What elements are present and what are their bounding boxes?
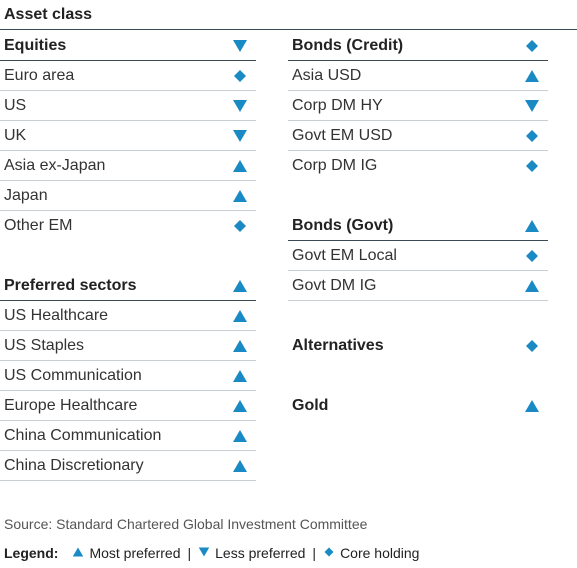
table-row: UK (0, 121, 256, 151)
up-triangle-icon (232, 188, 248, 204)
left-column: Equities Euro area US UK Asia ex-Japan J… (0, 31, 256, 481)
row-label: China Communication (4, 426, 162, 444)
table-row: Asia USD (288, 61, 548, 91)
legend-separator: | (187, 545, 192, 561)
row-label: US Staples (4, 336, 85, 354)
govt-header-row: Bonds (Govt) (288, 211, 548, 241)
diamond-icon (524, 248, 540, 264)
diamond-icon (524, 338, 540, 354)
row-label: Asia USD (292, 66, 362, 84)
table-row: Corp DM IG (288, 151, 548, 181)
alternatives-label: Alternatives (292, 337, 384, 354)
row-label: Other EM (4, 217, 73, 234)
row-label: Corp DM IG (292, 157, 378, 174)
credit-header: Bonds (Credit) (292, 36, 404, 54)
equities-header: Equities (4, 36, 67, 54)
title-divider (0, 29, 577, 30)
down-triangle-icon (524, 98, 540, 114)
row-label: Europe Healthcare (4, 396, 138, 414)
alternatives-row: Alternatives (288, 331, 548, 361)
legend-label: Less preferred (215, 545, 306, 561)
table-row: US Staples (0, 331, 256, 361)
row-label: Govt EM Local (292, 246, 397, 264)
legend: Legend: Most preferred | Less preferred … (4, 545, 419, 561)
equities-header-row: Equities (0, 31, 256, 61)
legend-item-most-preferred: Most preferred (72, 545, 181, 561)
row-label: Corp DM HY (292, 96, 383, 114)
row-label: Asia ex-Japan (4, 156, 106, 174)
row-label: US (4, 96, 27, 114)
up-triangle-icon (524, 398, 540, 414)
table-row: Japan (0, 181, 256, 211)
table-row: Govt DM IG (288, 271, 548, 301)
diamond-icon (524, 128, 540, 144)
up-triangle-icon (232, 278, 248, 294)
down-triangle-icon (232, 98, 248, 114)
page-title: Asset class (4, 6, 93, 23)
spacer (288, 181, 548, 211)
table-row: China Discretionary (0, 451, 256, 481)
diamond-icon (524, 38, 540, 54)
govt-header: Bonds (Govt) (292, 216, 394, 234)
table-row: Govt EM USD (288, 121, 548, 151)
up-triangle-icon (524, 68, 540, 84)
table-row: Corp DM HY (288, 91, 548, 121)
legend-title: Legend: (4, 545, 59, 561)
gold-label: Gold (292, 397, 329, 414)
up-triangle-icon (232, 338, 248, 354)
up-triangle-icon (524, 218, 540, 234)
table-row: Asia ex-Japan (0, 151, 256, 181)
sectors-header-row: Preferred sectors (0, 271, 256, 301)
down-triangle-icon (232, 38, 248, 54)
source-note: Source: Standard Chartered Global Invest… (4, 516, 368, 532)
up-triangle-icon (232, 308, 248, 324)
legend-label: Most preferred (89, 545, 181, 561)
up-triangle-icon (232, 368, 248, 384)
credit-header-row: Bonds (Credit) (288, 31, 548, 61)
row-label: UK (4, 126, 27, 144)
spacer (288, 301, 548, 331)
row-label: Govt EM USD (292, 126, 393, 144)
table-row: Other EM (0, 211, 256, 241)
row-label: Govt DM IG (292, 276, 377, 294)
down-triangle-icon (198, 545, 215, 561)
up-triangle-icon (72, 545, 89, 561)
table-row: China Communication (0, 421, 256, 451)
up-triangle-icon (232, 398, 248, 414)
row-label: Japan (4, 186, 48, 204)
diamond-icon (232, 218, 248, 234)
diamond-icon (524, 158, 540, 174)
table-row: Euro area (0, 61, 256, 91)
up-triangle-icon (232, 158, 248, 174)
legend-label: Core holding (340, 545, 420, 561)
spacer (0, 241, 256, 271)
table-row: US (0, 91, 256, 121)
diamond-icon (323, 545, 340, 561)
legend-separator: | (312, 545, 317, 561)
right-column: Bonds (Credit) Asia USD Corp DM HY Govt … (288, 31, 548, 421)
up-triangle-icon (232, 428, 248, 444)
sectors-header: Preferred sectors (4, 276, 137, 294)
legend-item-less-preferred: Less preferred (198, 545, 305, 561)
diamond-icon (232, 68, 248, 84)
row-label: US Healthcare (4, 306, 109, 324)
row-label: Euro area (4, 66, 75, 84)
row-label: China Discretionary (4, 456, 144, 474)
down-triangle-icon (232, 128, 248, 144)
table-row: Govt EM Local (288, 241, 548, 271)
gold-row: Gold (288, 391, 548, 421)
spacer (288, 361, 548, 391)
table-row: US Healthcare (0, 301, 256, 331)
up-triangle-icon (232, 458, 248, 474)
table-row: US Communication (0, 361, 256, 391)
up-triangle-icon (524, 278, 540, 294)
row-label: US Communication (4, 366, 142, 384)
table-row: Europe Healthcare (0, 391, 256, 421)
legend-item-core-holding: Core holding (323, 545, 419, 561)
